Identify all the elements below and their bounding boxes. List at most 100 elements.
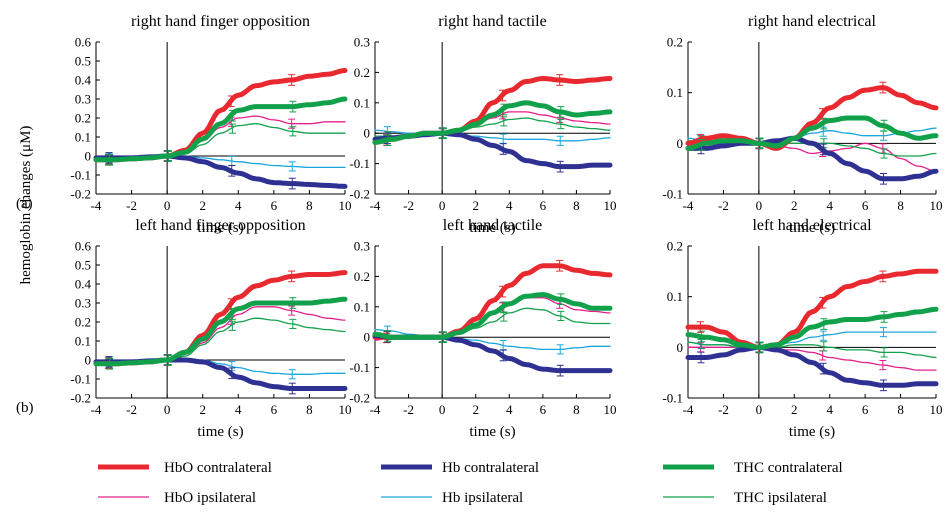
x-tick-label: 4 <box>506 402 513 417</box>
x-tick-label: 8 <box>897 402 904 417</box>
x-tick-label: 2 <box>199 402 206 417</box>
y-tick-label: 0.4 <box>75 277 92 292</box>
x-tick-label: 8 <box>573 198 580 213</box>
panel-title: left hand electrical <box>752 217 872 234</box>
legend-label: Hb contralateral <box>442 460 539 476</box>
y-tick-label: 0 <box>364 126 371 141</box>
legend-item-hb-contralateral: Hb contralateral <box>381 460 539 476</box>
y-tick-label: -0.2 <box>70 391 91 406</box>
y-tick-label: 0.1 <box>75 334 91 349</box>
y-tick-label: 0.1 <box>354 299 370 314</box>
legend-item-thc-contralateral: THC contralateral <box>663 460 843 476</box>
x-axis-label: time (s) <box>789 424 835 440</box>
legend-label: HbO contralateral <box>164 460 272 476</box>
y-tick-label: -0.1 <box>662 187 683 202</box>
panel-4: left hand finger opposition -0.2 -0.1 0 0.1 0… <box>70 217 351 440</box>
series-line-hbo-contralateral <box>685 268 939 350</box>
x-tick-label: 2 <box>791 198 798 213</box>
panels: right hand finger opposition -0.2 -0.1 0 0.1… <box>70 13 942 440</box>
x-tick-label: -2 <box>718 402 729 417</box>
y-tick-label: -0.2 <box>70 187 91 202</box>
panel-title: right hand finger opposition <box>131 13 310 30</box>
panel-title: right hand electrical <box>748 13 876 30</box>
panel-title: left hand tactile <box>443 217 543 234</box>
series-line-hb-contralateral <box>685 135 939 182</box>
x-axis-label: time (s) <box>789 220 835 236</box>
x-tick-label: 10 <box>930 198 943 213</box>
y-tick-label: -0.1 <box>70 168 91 183</box>
panel-1: right hand finger opposition -0.2 -0.1 0 0.1… <box>70 13 351 236</box>
series-line-hbo-contralateral <box>93 68 348 163</box>
series-line-thc-contralateral <box>685 306 939 350</box>
panel-title: right hand tactile <box>438 13 546 30</box>
x-tick-label: -4 <box>91 402 102 417</box>
series-line-thc-contralateral <box>93 96 348 163</box>
y-tick-label: 0 <box>677 136 684 151</box>
y-tick-label: 0.3 <box>354 239 370 254</box>
x-tick-label: 8 <box>897 198 904 213</box>
x-tick-label: 6 <box>271 402 278 417</box>
y-tick-label: 0.3 <box>354 35 370 50</box>
x-tick-label: 4 <box>235 198 242 213</box>
x-tick-label: 0 <box>439 402 446 417</box>
series-line-hb-ipsilateral <box>374 328 611 351</box>
y-tick-label: 0.2 <box>667 239 683 254</box>
x-tick-label: 6 <box>862 198 869 213</box>
y-tick-label: 0.1 <box>667 289 683 304</box>
legend-item-hbo-contralateral: HbO contralateral <box>98 460 272 476</box>
x-tick-label: -4 <box>683 198 694 213</box>
x-axis-label: time (s) <box>197 220 243 236</box>
panel-2: right hand tactile -0.2 -0.1 0 0.1 0.2 0.3 -4 -2… <box>349 13 616 236</box>
y-tick-label: 0.4 <box>75 73 92 88</box>
x-tick-label: 6 <box>862 402 869 417</box>
y-tick-label: 0 <box>364 330 371 345</box>
x-tick-label: 4 <box>506 198 513 213</box>
y-tick-label: 0.2 <box>75 111 91 126</box>
y-tick-label: 0.5 <box>75 258 91 273</box>
x-axis-label: time (s) <box>469 424 515 440</box>
panel-title: left hand finger opposition <box>135 217 305 234</box>
series-line-thc-ipsilateral <box>95 123 346 161</box>
x-tick-label: 10 <box>339 402 352 417</box>
y-tick-label: -0.1 <box>70 372 91 387</box>
x-tick-label: 10 <box>339 198 352 213</box>
x-tick-label: 2 <box>791 402 798 417</box>
y-tick-label: 0 <box>85 353 92 368</box>
x-tick-label: 0 <box>756 198 763 213</box>
row-label-a: (a) <box>16 196 33 212</box>
x-tick-label: 4 <box>826 198 833 213</box>
legend-label: Hb ipsilateral <box>442 490 523 506</box>
y-tick-label: 0.5 <box>75 54 91 69</box>
y-tick-label: 0 <box>85 149 92 164</box>
x-tick-label: -4 <box>683 402 694 417</box>
y-tick-label: -0.1 <box>349 156 370 171</box>
series-line-thc-ipsilateral <box>687 341 937 359</box>
x-tick-label: 10 <box>604 198 617 213</box>
legend-item-hb-ipsilateral: Hb ipsilateral <box>381 490 523 506</box>
y-tick-label: 0.1 <box>354 95 370 110</box>
x-tick-label: 6 <box>540 402 547 417</box>
x-tick-label: -4 <box>91 198 102 213</box>
x-tick-label: -2 <box>126 198 137 213</box>
x-tick-label: -2 <box>718 198 729 213</box>
x-tick-label: 2 <box>472 198 479 213</box>
series-line-thc-contralateral <box>685 115 939 151</box>
series-line-thc-contralateral <box>93 296 348 367</box>
panel-5: left hand tactile -0.2 -0.1 0 0.1 0.2 0.3 -4 -2 0… <box>349 217 616 440</box>
x-tick-label: -2 <box>403 402 414 417</box>
x-tick-label: 10 <box>604 402 617 417</box>
x-tick-label: 6 <box>271 198 278 213</box>
legend-label: THC contralateral <box>734 460 843 476</box>
x-axis-label: time (s) <box>197 424 243 440</box>
x-tick-label: 2 <box>199 198 206 213</box>
y-tick-label: 0.2 <box>75 315 91 330</box>
y-tick-label: -0.2 <box>349 391 370 406</box>
x-tick-label: 8 <box>306 402 313 417</box>
x-tick-label: -2 <box>403 198 414 213</box>
x-tick-label: 8 <box>306 198 313 213</box>
series-line-hbo-ipsilateral <box>687 346 937 371</box>
y-tick-label: 0.2 <box>354 269 370 284</box>
x-tick-label: 0 <box>164 198 171 213</box>
x-tick-label: 4 <box>826 402 833 417</box>
y-tick-label: 0.6 <box>75 35 92 50</box>
